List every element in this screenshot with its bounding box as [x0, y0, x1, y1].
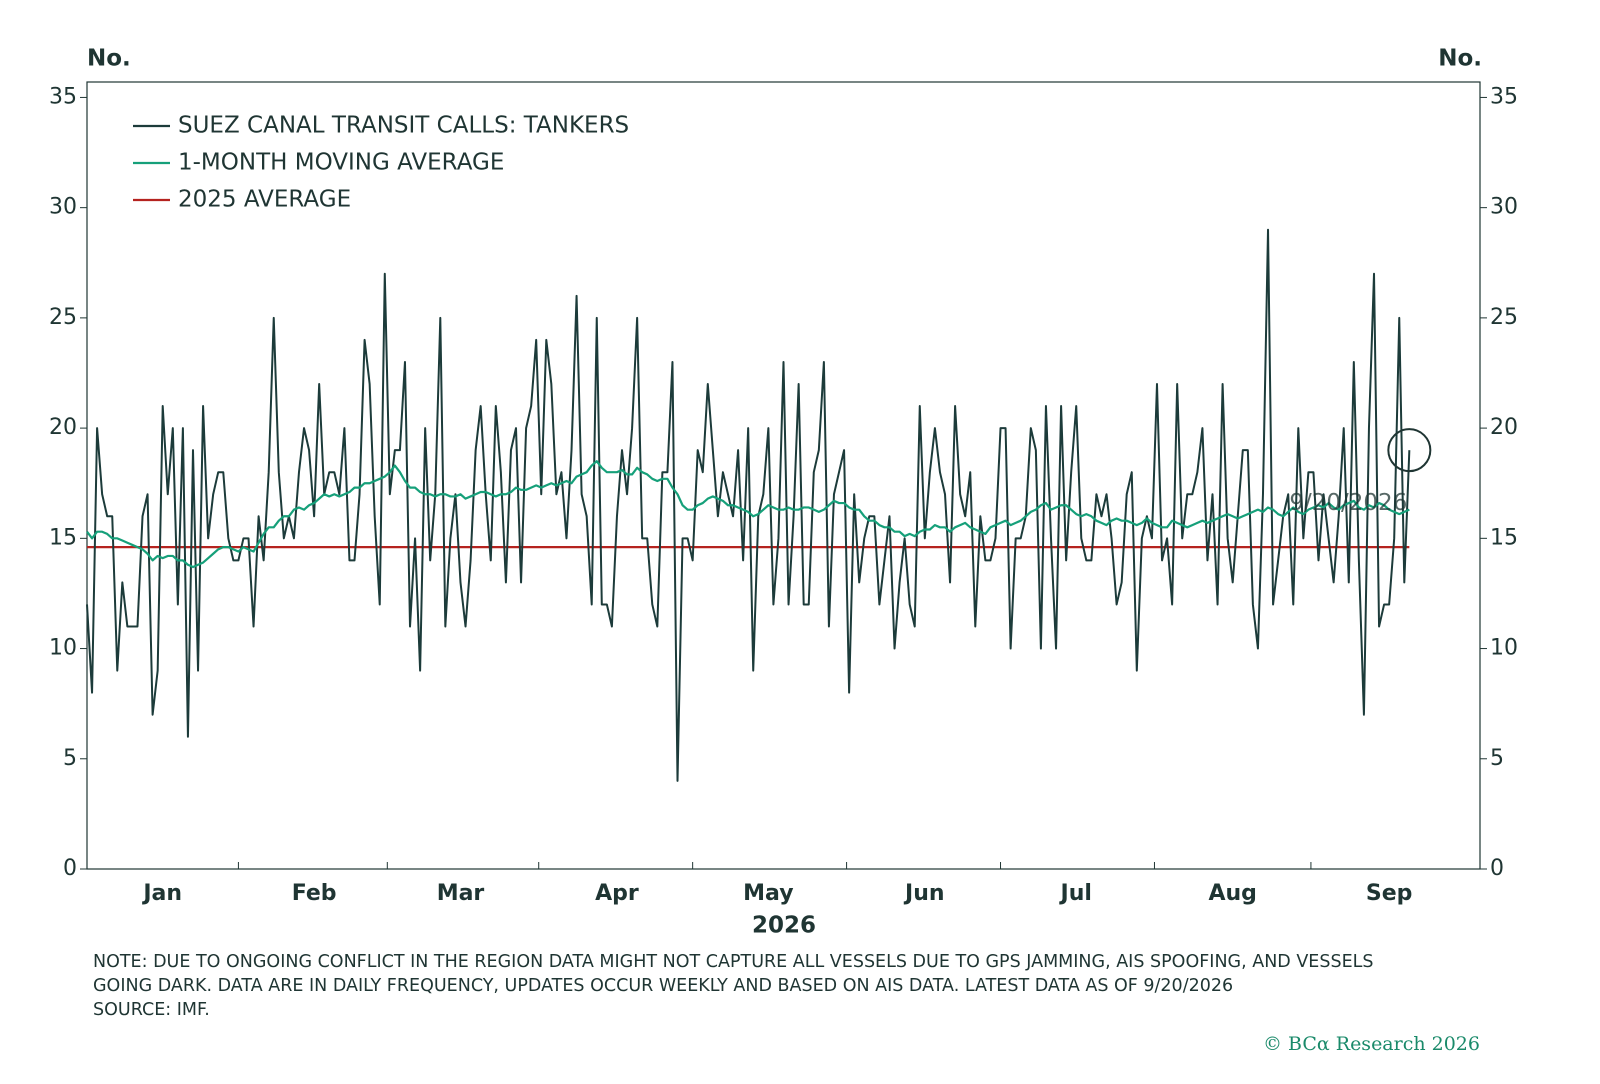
y-tick-label: 10	[49, 636, 77, 661]
legend-label: SUEZ CANAL TRANSIT CALLS: TANKERS	[178, 113, 629, 139]
y-tick-label: 30	[49, 195, 77, 220]
x-tick-label: Aug	[1208, 881, 1256, 906]
y2-tick-label: 0	[1490, 856, 1504, 881]
x-tick-label: May	[743, 881, 793, 906]
note: NOTE: DUE TO ONGOING CONFLICT IN THE REG…	[93, 952, 1374, 972]
y2-tick-label: 30	[1490, 195, 1518, 220]
x-tick-label: Jul	[1059, 881, 1092, 906]
note: GOING DARK. DATA ARE IN DAILY FREQUENCY,…	[93, 976, 1233, 996]
series-line	[86, 228, 1411, 782]
y2-tick-label: 20	[1490, 415, 1518, 440]
legend-label: 2025 AVERAGE	[178, 187, 351, 213]
y2-tick-label: 5	[1490, 746, 1504, 771]
legend-label: 1-MONTH MOVING AVERAGE	[178, 150, 504, 176]
annotation: 9/20/2026	[1289, 490, 1407, 516]
y2-tick-label: 35	[1490, 84, 1518, 109]
series-line	[86, 460, 1410, 569]
y-tick-label: 0	[63, 856, 77, 881]
x-tick-label: Sep	[1366, 881, 1413, 906]
x-tick-label: Mar	[437, 881, 485, 906]
y-axis-label: No.	[87, 46, 131, 72]
copyright: © BCα Research 2026	[1263, 1033, 1480, 1055]
y-tick-label: 35	[49, 84, 77, 109]
plot-frame	[86, 81, 1481, 870]
note: SOURCE: IMF.	[93, 1000, 210, 1020]
y-tick-label: 15	[49, 525, 77, 550]
highlight-circle	[1387, 428, 1432, 473]
x-tick-label: Feb	[292, 881, 337, 906]
y-tick-label: 25	[49, 305, 77, 330]
y2-axis-label: No.	[1438, 46, 1482, 72]
y2-tick-label: 10	[1490, 636, 1518, 661]
x-axis-label: 2026	[752, 913, 816, 939]
x-tick-label: Jun	[903, 881, 945, 906]
y-tick-label: 5	[63, 746, 77, 771]
y-tick-label: 20	[49, 415, 77, 440]
x-tick-label: Jan	[141, 881, 182, 906]
y2-tick-label: 15	[1490, 525, 1518, 550]
y2-tick-label: 25	[1490, 305, 1518, 330]
x-tick-label: Apr	[595, 881, 639, 906]
